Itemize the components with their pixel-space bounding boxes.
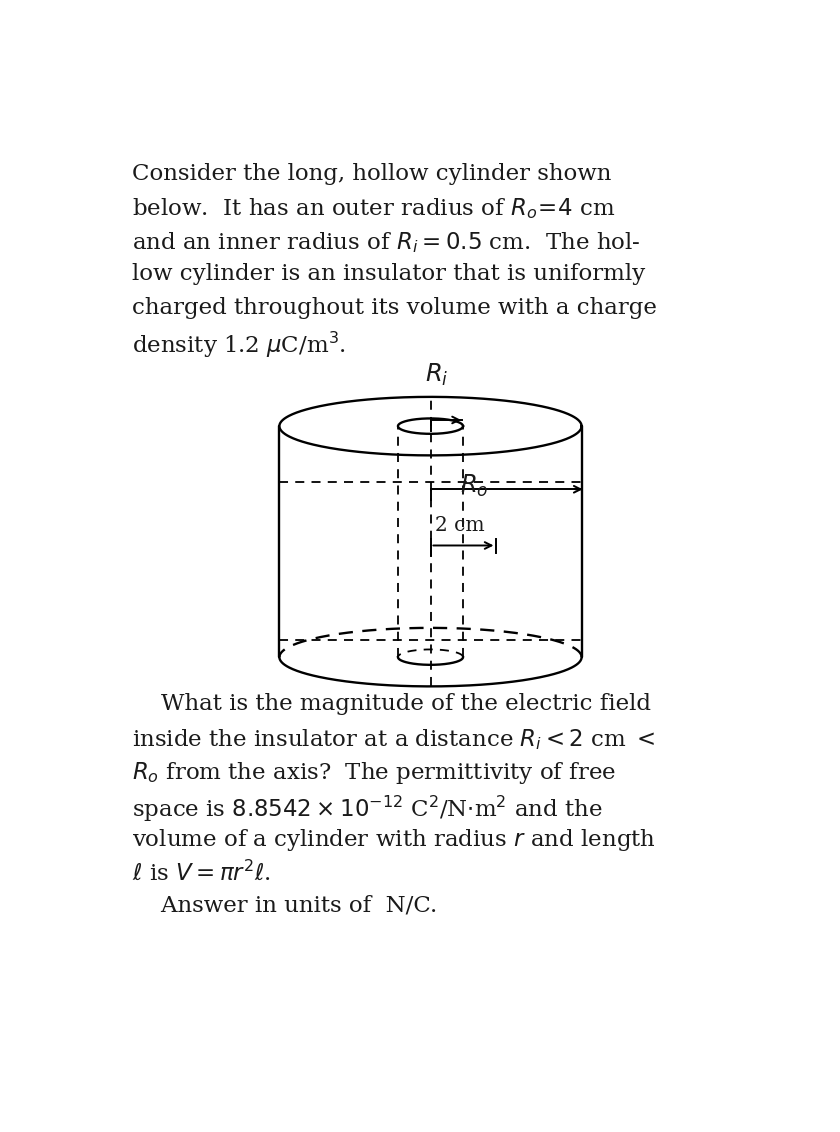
- Text: $R_i$: $R_i$: [425, 361, 449, 387]
- Text: $R_o$ from the axis?  The permittivity of free: $R_o$ from the axis? The permittivity of…: [132, 761, 616, 787]
- Text: 2 cm: 2 cm: [435, 516, 485, 534]
- Text: inside the insulator at a distance $R_i < 2$ cm $<$: inside the insulator at a distance $R_i …: [132, 727, 656, 752]
- Text: space is $8.8542 \times 10^{-12}$ C$^2$/N$\cdot$m$^2$ and the: space is $8.8542 \times 10^{-12}$ C$^2$/…: [132, 794, 603, 824]
- Text: $\ell$ is $V = \pi r^2 \ell$.: $\ell$ is $V = \pi r^2 \ell$.: [132, 860, 271, 885]
- Text: volume of a cylinder with radius $r$ and length: volume of a cylinder with radius $r$ and…: [132, 827, 656, 854]
- Text: density 1.2 $\mu$C/m$^3$.: density 1.2 $\mu$C/m$^3$.: [132, 331, 346, 360]
- Text: and an inner radius of $R_i = 0.5$ cm.  The hol-: and an inner radius of $R_i = 0.5$ cm. T…: [132, 230, 641, 255]
- Text: $R_o$: $R_o$: [460, 473, 488, 499]
- Text: low cylinder is an insulator that is uniformly: low cylinder is an insulator that is uni…: [132, 264, 645, 285]
- Text: Consider the long, hollow cylinder shown: Consider the long, hollow cylinder shown: [132, 163, 612, 185]
- Text: charged throughout its volume with a charge: charged throughout its volume with a cha…: [132, 297, 657, 319]
- Text: Answer in units of  N/C.: Answer in units of N/C.: [132, 894, 438, 916]
- Text: below.  It has an outer radius of $R_o\!=\!4$ cm: below. It has an outer radius of $R_o\!=…: [132, 196, 615, 221]
- Text: What is the magnitude of the electric field: What is the magnitude of the electric fi…: [132, 693, 651, 715]
